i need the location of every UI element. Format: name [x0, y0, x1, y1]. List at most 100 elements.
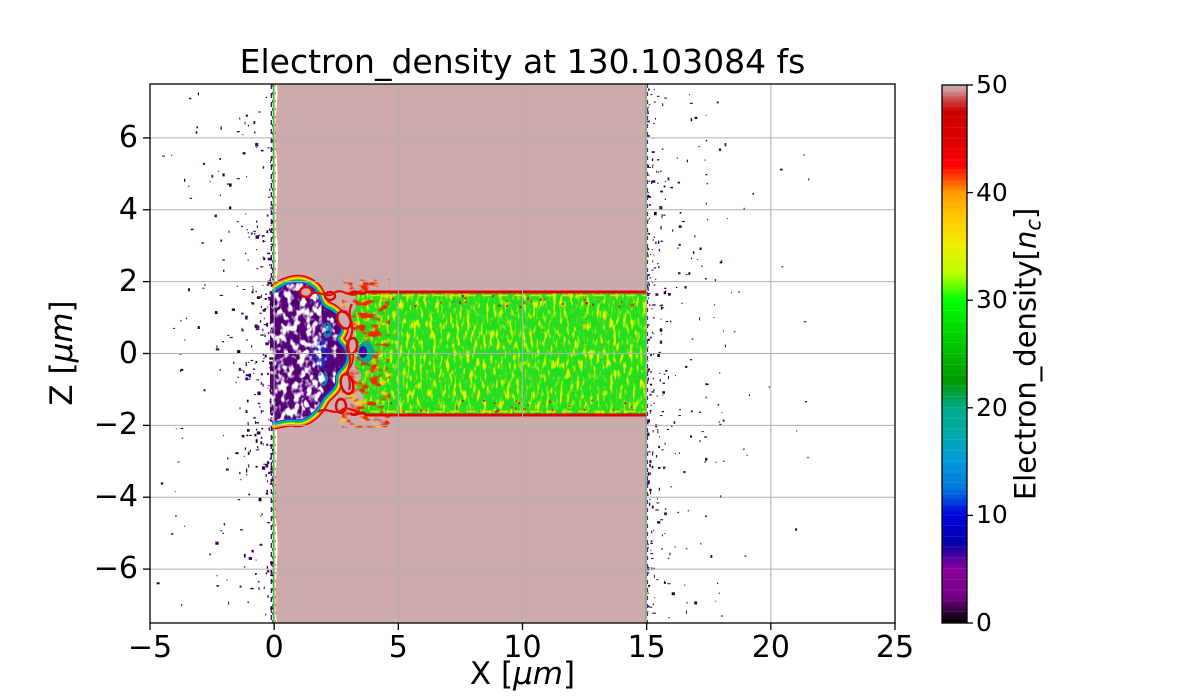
speck	[665, 290, 667, 292]
speck	[696, 259, 698, 260]
speck	[243, 566, 246, 568]
speck	[705, 396, 707, 399]
speck	[661, 410, 664, 413]
speck	[175, 515, 177, 517]
speck	[255, 428, 258, 431]
speck	[272, 303, 273, 308]
speck	[669, 552, 671, 556]
speck	[264, 298, 267, 300]
speck	[247, 601, 249, 604]
speck	[661, 148, 664, 150]
speck	[603, 318, 606, 321]
speck	[647, 360, 649, 362]
speck	[248, 373, 251, 378]
speck	[768, 386, 771, 388]
speck	[678, 225, 682, 228]
speck	[236, 221, 239, 223]
speck	[652, 451, 654, 454]
speck	[260, 441, 263, 445]
speck	[656, 170, 658, 173]
speck	[259, 312, 262, 314]
speck	[548, 400, 551, 404]
speck	[267, 372, 269, 375]
speck	[231, 308, 235, 311]
speck	[245, 410, 248, 413]
speck	[257, 581, 260, 583]
speck	[704, 278, 707, 280]
speck	[480, 392, 482, 395]
speck	[260, 334, 264, 336]
speck	[255, 325, 260, 329]
speck	[255, 465, 258, 468]
speck	[245, 315, 248, 320]
speck	[245, 361, 247, 365]
speck	[674, 546, 676, 548]
speck	[649, 304, 651, 306]
speck	[272, 316, 274, 320]
speck	[657, 263, 659, 265]
speck	[676, 287, 678, 289]
speck	[620, 301, 623, 303]
speck	[648, 180, 650, 182]
speck	[180, 368, 184, 371]
speck	[245, 252, 247, 255]
speck	[653, 267, 657, 269]
speck	[666, 429, 669, 430]
speck	[647, 248, 650, 250]
speck	[180, 319, 182, 322]
speck	[652, 430, 654, 433]
speck	[671, 592, 675, 596]
speck	[684, 286, 687, 289]
speck	[658, 466, 661, 469]
speck	[270, 243, 274, 245]
speck	[236, 178, 241, 180]
speck	[268, 196, 271, 198]
speck	[651, 269, 654, 271]
speck	[260, 306, 263, 308]
speck	[733, 331, 736, 333]
speck	[252, 286, 254, 288]
speck	[724, 344, 726, 348]
speck	[738, 291, 741, 293]
speck	[674, 453, 676, 455]
speck	[648, 104, 651, 106]
speck	[260, 515, 262, 517]
speck	[419, 409, 423, 412]
speck	[271, 179, 273, 181]
speck	[653, 284, 656, 286]
speck	[270, 453, 274, 455]
speck	[647, 324, 650, 326]
speck	[266, 565, 268, 570]
speck	[272, 232, 274, 234]
speck	[653, 353, 655, 356]
speck	[743, 207, 745, 211]
speck	[181, 604, 183, 607]
speck	[269, 401, 272, 403]
speck	[261, 513, 263, 515]
speck	[262, 383, 264, 387]
speck	[256, 296, 261, 299]
speck	[269, 189, 271, 191]
speck	[683, 471, 686, 474]
speck	[254, 420, 256, 424]
speck	[270, 468, 273, 471]
speck	[527, 297, 529, 300]
speck	[251, 291, 254, 294]
speck	[647, 289, 649, 291]
speck	[719, 261, 723, 264]
speck	[267, 387, 269, 389]
speck	[270, 579, 273, 581]
speck	[269, 321, 273, 324]
speck	[241, 327, 243, 332]
speck	[722, 330, 724, 332]
speck	[655, 293, 659, 296]
speck	[248, 464, 250, 468]
speck	[658, 171, 660, 173]
speck	[664, 442, 666, 445]
speck	[698, 411, 701, 413]
speck	[267, 147, 270, 149]
speck	[245, 377, 248, 381]
speck	[239, 117, 241, 120]
speck	[647, 472, 650, 476]
speck	[266, 214, 269, 217]
